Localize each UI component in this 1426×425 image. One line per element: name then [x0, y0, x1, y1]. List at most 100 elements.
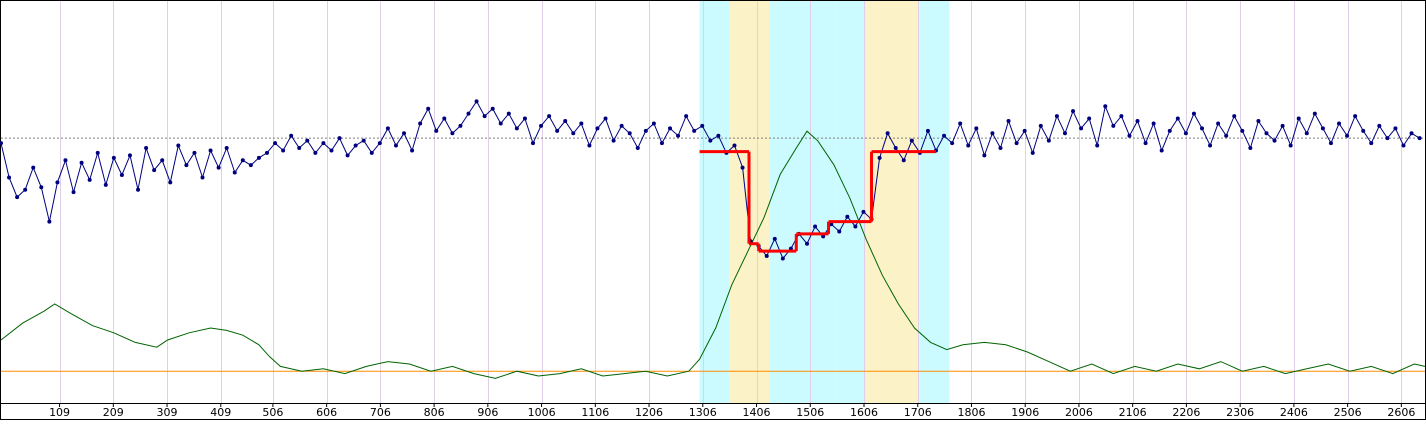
data-point — [361, 138, 366, 143]
data-point — [0, 141, 3, 146]
data-point — [619, 123, 624, 128]
x-tick-label: 1906 — [1011, 406, 1039, 419]
data-point — [1175, 116, 1180, 121]
data-point — [458, 123, 463, 128]
data-point — [7, 175, 12, 180]
data-point — [555, 128, 560, 133]
data-point — [1240, 128, 1245, 133]
data-point — [1409, 131, 1414, 136]
data-point — [1111, 123, 1116, 128]
data-point — [950, 141, 955, 146]
data-point — [466, 111, 471, 116]
data-point — [1232, 114, 1237, 119]
data-point — [1280, 123, 1285, 128]
x-tick-label: 209 — [103, 406, 124, 419]
data-point — [281, 148, 286, 153]
data-point — [1014, 141, 1019, 146]
x-tick-label: 1106 — [581, 406, 609, 419]
data-point — [547, 114, 552, 119]
x-tick-label: 706 — [370, 406, 391, 419]
data-point — [603, 116, 608, 121]
data-point — [643, 128, 648, 133]
shaded-region-2 — [769, 1, 837, 403]
x-tick-label: 1406 — [743, 406, 771, 419]
data-point — [1256, 119, 1261, 123]
data-point — [305, 138, 310, 143]
data-point — [651, 121, 656, 126]
data-point — [434, 128, 439, 133]
data-point — [264, 150, 269, 155]
data-point — [1046, 138, 1051, 143]
x-tick-label: 2006 — [1065, 406, 1093, 419]
x-tick-label: 2306 — [1226, 406, 1254, 419]
data-point — [232, 170, 237, 175]
data-point — [805, 241, 810, 246]
data-point — [700, 123, 705, 128]
data-point — [1135, 119, 1140, 123]
data-point — [369, 150, 374, 155]
x-tick-label: 506 — [262, 406, 283, 419]
x-tick-label: 1306 — [689, 406, 717, 419]
data-point — [1248, 146, 1253, 150]
data-point — [1264, 131, 1269, 136]
data-point — [587, 143, 592, 148]
x-tick-label: 1006 — [528, 406, 556, 419]
data-point — [708, 138, 713, 143]
data-point — [1103, 104, 1108, 109]
data-point — [119, 173, 124, 177]
data-point — [530, 141, 535, 146]
data-point — [353, 143, 358, 148]
x-tick-label: 906 — [477, 406, 498, 419]
data-point — [224, 146, 229, 150]
data-point — [539, 123, 544, 128]
data-point — [393, 143, 398, 148]
data-point — [1401, 143, 1406, 148]
data-point — [1385, 136, 1390, 141]
shaded-region-4 — [866, 1, 920, 403]
data-point — [1071, 109, 1076, 114]
data-point — [498, 121, 503, 126]
data-point — [780, 256, 785, 261]
data-point — [514, 126, 519, 131]
data-point — [450, 131, 455, 136]
data-point — [893, 146, 898, 150]
data-point — [63, 158, 68, 163]
data-point — [861, 209, 866, 214]
data-point — [337, 136, 342, 141]
series-points — [0, 99, 1422, 261]
data-point — [1151, 121, 1156, 126]
data-point — [47, 219, 52, 224]
data-point — [982, 153, 987, 158]
data-point — [418, 121, 423, 126]
data-point — [885, 131, 890, 136]
data-point — [716, 133, 721, 138]
data-point — [764, 254, 769, 258]
data-point — [1353, 114, 1358, 119]
data-point — [974, 126, 979, 131]
data-point — [256, 155, 261, 160]
gridlines — [60, 1, 1402, 403]
data-point — [611, 138, 616, 143]
data-point — [1167, 128, 1172, 133]
data-point — [345, 153, 350, 158]
data-point — [1143, 141, 1148, 146]
data-point — [184, 163, 189, 168]
data-point — [1199, 126, 1204, 131]
data-point — [216, 165, 221, 170]
data-point — [1296, 116, 1301, 121]
data-point — [103, 182, 108, 187]
data-point — [909, 138, 914, 143]
data-point — [23, 187, 28, 192]
data-point — [1119, 114, 1124, 119]
data-point — [329, 148, 334, 153]
data-point — [1369, 141, 1374, 146]
data-point — [1224, 133, 1229, 138]
data-point — [15, 195, 20, 200]
data-point — [1345, 133, 1350, 138]
x-tick-label: 409 — [210, 406, 231, 419]
data-point — [144, 146, 149, 150]
data-point — [595, 126, 600, 131]
data-point — [966, 143, 971, 148]
